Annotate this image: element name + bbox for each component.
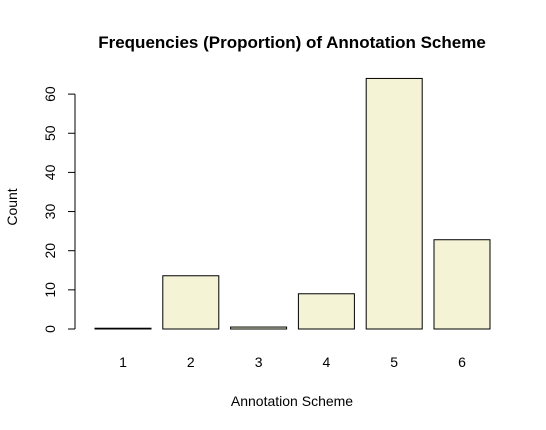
bar-2 [162, 275, 220, 330]
bar-6 [433, 239, 491, 330]
bar-4 [297, 293, 355, 330]
x-tick-label: 2 [187, 354, 195, 370]
y-axis-label: Count [4, 188, 20, 225]
y-tick-label: 40 [42, 164, 58, 180]
bar-3 [230, 326, 288, 330]
x-tick-label: 3 [255, 354, 263, 370]
bar-1 [94, 327, 152, 330]
y-tick-label: 10 [42, 282, 58, 298]
x-tick-label: 4 [323, 354, 331, 370]
x-axis-label: Annotation Scheme [231, 393, 353, 409]
x-tick-labels: 1 2 3 4 5 6 [119, 354, 466, 370]
y-tick-label: 30 [42, 204, 58, 220]
x-tick-label: 5 [390, 354, 398, 370]
bars-group [94, 77, 491, 330]
y-tick-label: 60 [42, 86, 58, 102]
y-tick-label: 0 [42, 325, 58, 333]
y-tick-label: 50 [42, 125, 58, 141]
chart-title: Frequencies (Proportion) of Annotation S… [98, 33, 486, 52]
y-axis: 0 10 20 30 40 50 60 [42, 86, 76, 333]
x-tick-label: 6 [458, 354, 466, 370]
y-tick-label: 20 [42, 243, 58, 259]
x-tick-label: 1 [119, 354, 127, 370]
bar-5 [365, 77, 423, 330]
